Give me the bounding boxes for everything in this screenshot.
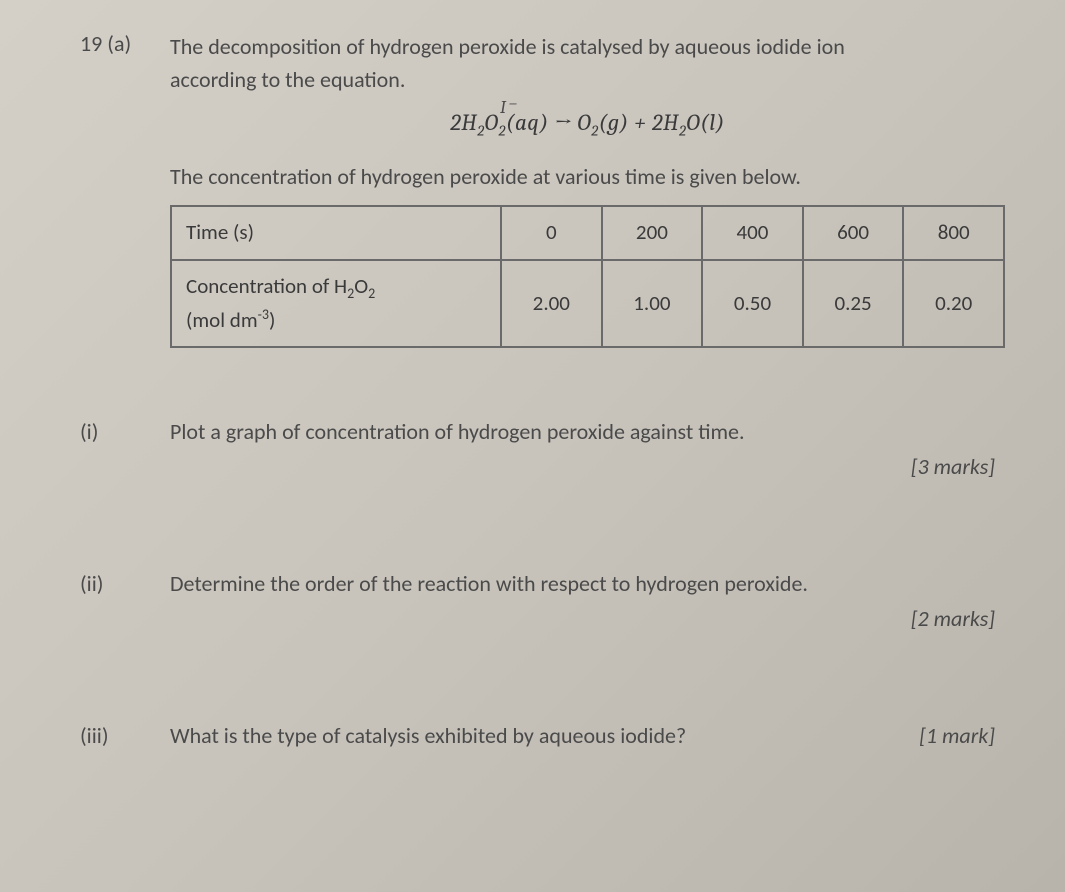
question-header-row: 19 (a) The decomposition of hydrogen per…: [80, 30, 1005, 368]
conc-cell: 0.25: [803, 260, 904, 348]
part-ii-content: Determine the order of the reaction with…: [170, 570, 1005, 672]
page-container: 19 (a) The decomposition of hydrogen per…: [0, 0, 1065, 779]
part-iii-text: What is the type of catalysis exhibited …: [170, 722, 686, 749]
data-table: Time (s) 0 200 400 600 800 Concentration…: [170, 205, 1005, 348]
conc-cell: 0.50: [702, 260, 803, 348]
part-i-content: Plot a graph of concentration of hydroge…: [170, 418, 1005, 520]
time-cell: 0: [501, 206, 602, 260]
conc-label-cell: Concentration of H2O2 (mol dm-3): [171, 260, 501, 348]
chemical-equation: 2H2O2(aq) → O2(g) + 2H2O(l): [170, 106, 1005, 142]
intro-line-3: The concentration of hydrogen peroxide a…: [170, 160, 1005, 193]
catalyst-marker: I⁻: [500, 94, 515, 121]
time-cell: 400: [702, 206, 803, 260]
part-i-marks: [3 marks]: [170, 453, 1005, 480]
time-label-cell: Time (s): [171, 206, 501, 260]
intro-line-1: The decomposition of hydrogen peroxide i…: [170, 30, 1005, 63]
time-cell: 200: [602, 206, 703, 260]
conc-cell: 2.00: [501, 260, 602, 348]
part-ii-number: (ii): [80, 570, 170, 597]
table-row: Time (s) 0 200 400 600 800: [171, 206, 1004, 260]
part-ii-text: Determine the order of the reaction with…: [170, 570, 1005, 597]
part-iii-row: (iii) What is the type of catalysis exhi…: [80, 722, 1005, 749]
conc-cell: 1.00: [602, 260, 703, 348]
part-ii-marks: [2 marks]: [170, 605, 1005, 632]
intro-line-2: according to the equation.: [170, 63, 1005, 96]
time-cell: 800: [903, 206, 1004, 260]
table-row: Concentration of H2O2 (mol dm-3) 2.00 1.…: [171, 260, 1004, 348]
part-i-number: (i): [80, 418, 170, 445]
part-i-text: Plot a graph of concentration of hydroge…: [170, 418, 1005, 445]
time-cell: 600: [803, 206, 904, 260]
part-i-row: (i) Plot a graph of concentration of hyd…: [80, 418, 1005, 520]
conc-cell: 0.20: [903, 260, 1004, 348]
question-number: 19 (a): [80, 30, 170, 57]
part-ii-row: (ii) Determine the order of the reaction…: [80, 570, 1005, 672]
question-intro: The decomposition of hydrogen peroxide i…: [170, 30, 1005, 368]
part-iii-content: What is the type of catalysis exhibited …: [170, 722, 1005, 749]
part-iii-number: (iii): [80, 722, 170, 749]
part-iii-marks: [1 mark]: [919, 722, 1005, 749]
